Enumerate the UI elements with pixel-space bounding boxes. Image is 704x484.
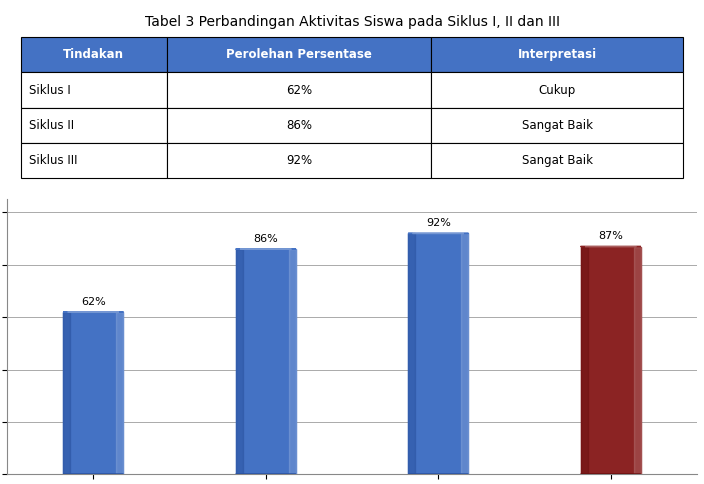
Text: Sangat Baik: Sangat Baik (522, 154, 593, 167)
FancyBboxPatch shape (21, 143, 167, 178)
FancyBboxPatch shape (21, 73, 167, 107)
Bar (236, 249, 296, 474)
Bar (581, 246, 641, 474)
FancyBboxPatch shape (167, 143, 432, 178)
Text: Siklus III: Siklus III (29, 154, 77, 167)
Text: 62%: 62% (81, 297, 106, 307)
FancyBboxPatch shape (167, 37, 432, 73)
Bar (236, 249, 243, 474)
Bar (581, 246, 588, 474)
Bar (289, 249, 296, 474)
Text: Interpretasi: Interpretasi (517, 48, 597, 61)
FancyBboxPatch shape (167, 107, 432, 143)
Text: 86%: 86% (286, 119, 312, 132)
FancyBboxPatch shape (21, 37, 167, 73)
Text: 62%: 62% (286, 84, 312, 96)
Text: Siklus II: Siklus II (29, 119, 74, 132)
Bar (408, 233, 415, 474)
Text: Cukup: Cukup (539, 84, 576, 96)
Text: 87%: 87% (598, 231, 623, 241)
Bar (63, 312, 123, 474)
Text: 92%: 92% (286, 154, 312, 167)
Bar (116, 312, 123, 474)
Text: 92%: 92% (426, 218, 451, 228)
Bar (408, 233, 468, 474)
Text: Siklus I: Siklus I (29, 84, 70, 96)
Bar (63, 312, 70, 474)
Text: Sangat Baik: Sangat Baik (522, 119, 593, 132)
FancyBboxPatch shape (432, 143, 683, 178)
FancyBboxPatch shape (432, 107, 683, 143)
FancyBboxPatch shape (167, 73, 432, 107)
Bar (634, 246, 641, 474)
Bar (461, 233, 468, 474)
Text: 86%: 86% (253, 234, 278, 244)
Text: Tabel 3 Perbandingan Aktivitas Siswa pada Siklus I, II dan III: Tabel 3 Perbandingan Aktivitas Siswa pad… (144, 15, 560, 29)
FancyBboxPatch shape (432, 73, 683, 107)
Text: Tindakan: Tindakan (63, 48, 124, 61)
Text: Perolehan Persentase: Perolehan Persentase (226, 48, 372, 61)
FancyBboxPatch shape (432, 37, 683, 73)
FancyBboxPatch shape (21, 107, 167, 143)
